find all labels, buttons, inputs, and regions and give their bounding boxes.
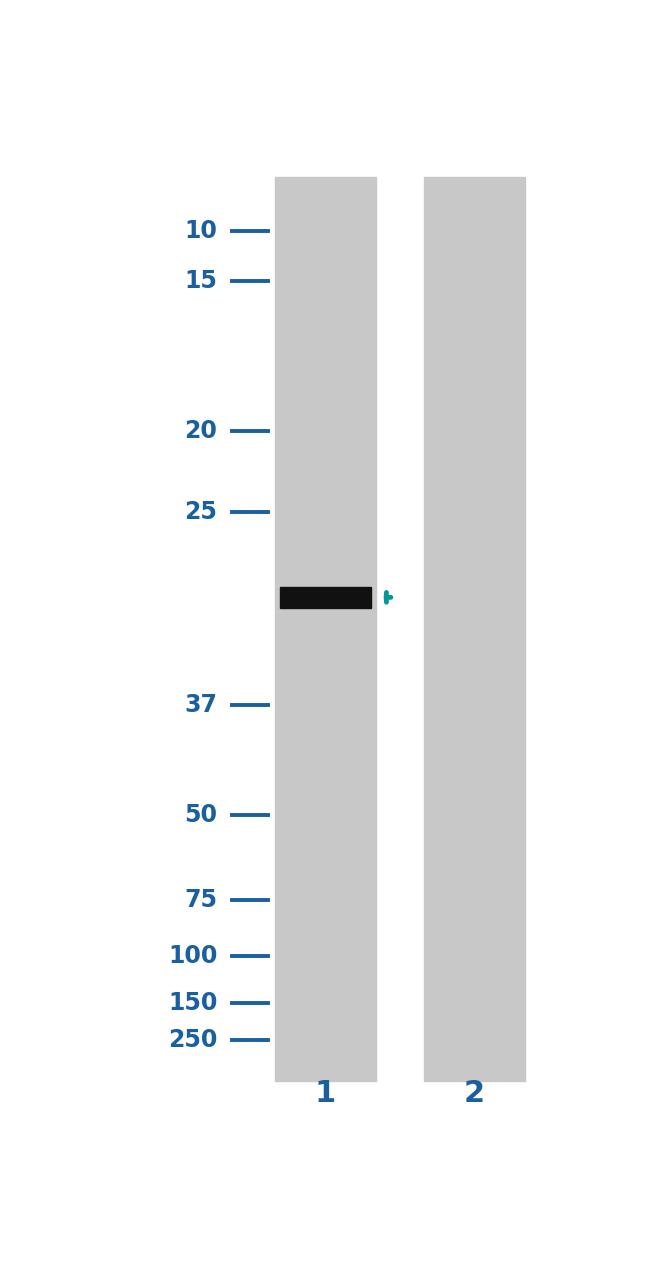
- Bar: [280, 587, 371, 608]
- Text: 250: 250: [168, 1029, 217, 1053]
- Text: 150: 150: [168, 991, 217, 1015]
- Bar: [424, 177, 525, 1082]
- Text: 50: 50: [184, 804, 217, 828]
- Text: 15: 15: [185, 269, 217, 293]
- Text: 75: 75: [184, 889, 217, 912]
- Text: 10: 10: [185, 218, 217, 243]
- Text: 37: 37: [184, 693, 217, 716]
- Text: 25: 25: [185, 500, 217, 525]
- Text: 100: 100: [168, 944, 217, 968]
- Text: 2: 2: [463, 1078, 485, 1107]
- Text: 20: 20: [185, 419, 217, 443]
- Text: 1: 1: [315, 1078, 336, 1107]
- Bar: [275, 177, 376, 1082]
